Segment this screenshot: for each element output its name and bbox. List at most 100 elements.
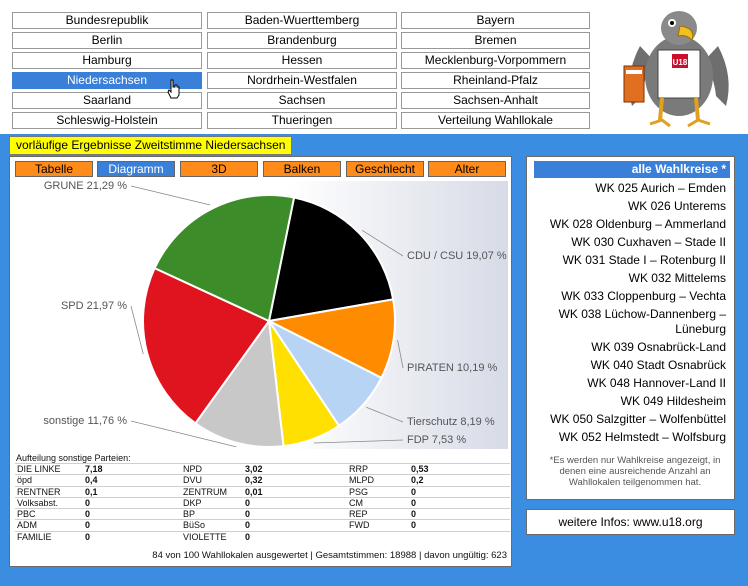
party-name: BüSo: [183, 520, 206, 531]
info-link[interactable]: weitere Infos: www.u18.org: [526, 509, 735, 535]
slice-label: CDU / CSU 19,07 %: [407, 250, 507, 262]
wahlkreis-link[interactable]: WK 025 Aurich – Emden: [595, 181, 726, 195]
party-value: 0: [411, 509, 417, 520]
nav-button[interactable]: Bremen: [401, 32, 590, 49]
nav-button[interactable]: Sachsen: [207, 92, 397, 109]
party-name: MLPD: [349, 475, 375, 486]
nav-button[interactable]: Niedersachsen: [12, 72, 202, 89]
results-panel: Tabelle Diagramm 3D Balken Geschlecht Alter C…: [9, 156, 512, 567]
leader-line: [361, 230, 404, 257]
party-name: ZENTRUM: [183, 486, 227, 497]
party-name: BP: [183, 509, 196, 520]
slice-label: sonstige 11,76 %: [43, 415, 127, 427]
table-row: Volksabst. 0 DKP 0 CM 0: [15, 496, 510, 508]
party-name: NPD: [183, 464, 203, 474]
nav-button[interactable]: Schleswig-Holstein: [12, 112, 202, 129]
nav-button[interactable]: Saarland: [12, 92, 202, 109]
nav-button[interactable]: Baden-Wuerttemberg: [207, 12, 397, 29]
leader-line: [130, 305, 144, 355]
nav-button[interactable]: Thueringen: [207, 112, 397, 129]
party-value: 0,1: [85, 486, 98, 497]
nav-button[interactable]: Bayern: [401, 12, 590, 29]
pie-chart: CDU / CSU 19,07 % PIRATEN 10,19 % Tierschu…: [15, 181, 508, 449]
wahlkreis-link[interactable]: WK 026 Unterems: [627, 199, 726, 213]
leader-line: [130, 185, 211, 206]
slice-label: FDP 7,53 %: [407, 434, 466, 446]
party-value: 0: [245, 497, 251, 508]
party-value: 0: [85, 531, 91, 542]
nav-button[interactable]: Nordrhein-Westfalen: [207, 72, 397, 89]
party-value: 0,2: [411, 475, 424, 486]
wahlkreis-link[interactable]: WK 030 Cuxhaven – Stade II: [571, 235, 726, 249]
pie-slice: [265, 298, 396, 380]
pie-chart-svg: CDU / CSU 19,07 % PIRATEN 10,19 % Tierschu…: [43, 181, 507, 448]
table-row: ADM 0 BüSo 0 FWD 0: [15, 519, 510, 530]
eagle-mascot-icon: U18: [623, 11, 729, 128]
others-table: DIE LINKE 7,18 NPD 3,02 RRP 0,53 öpd 0,4 DVU 0,32…: [15, 463, 510, 542]
wahlkreise-panel: alle Wahlkreise * WK 025 Aurich – Emden W…: [526, 156, 735, 500]
table-row: PBC 0 BP 0 REP 0: [15, 508, 510, 519]
table-row: DIE LINKE 7,18 NPD 3,02 RRP 0,53: [15, 463, 510, 474]
party-name: RRP: [349, 464, 369, 474]
party-name: PBC: [17, 509, 36, 520]
header-area: Bundesrepublik Baden-Wuerttemberg Bayern Be…: [0, 0, 748, 134]
tab-diagramm[interactable]: Diagramm: [97, 161, 175, 177]
table-row: RENTNER 0,1 ZENTRUM 0,01 PSG 0: [15, 485, 510, 497]
wahlkreis-link[interactable]: WK 038 Lüchow-Dannenberg –: [558, 307, 726, 321]
party-value: 3,02: [245, 464, 263, 474]
nav-button[interactable]: Hessen: [207, 52, 397, 69]
party-name: öpd: [17, 475, 33, 486]
tab-balken[interactable]: Balken: [263, 161, 341, 177]
party-name: DIE LINKE: [17, 464, 61, 474]
tab-alter[interactable]: Alter: [428, 161, 506, 177]
leader-line: [130, 420, 237, 448]
wahlkreis-link[interactable]: WK 050 Salzgitter – Wolfenbüttel: [550, 412, 726, 426]
party-value: 0: [245, 509, 251, 520]
party-name: ADM: [17, 520, 37, 531]
party-name: REP: [349, 509, 368, 520]
party-name: DVU: [183, 475, 203, 486]
pie-slice: [267, 196, 395, 323]
nav-button[interactable]: Sachsen-Anhalt: [401, 92, 590, 109]
tab-tabelle[interactable]: Tabelle: [15, 161, 93, 177]
party-value: 0: [411, 520, 417, 531]
wahlkreis-link[interactable]: WK 048 Hannover-Land II: [587, 376, 726, 390]
pie-slice: [153, 194, 296, 323]
party-value: 0: [85, 497, 91, 508]
nav-button[interactable]: Bundesrepublik: [12, 12, 202, 29]
party-value: 0: [245, 531, 251, 542]
table-row: FAMILIE 0 VIOLETTE 0: [15, 530, 510, 542]
tab-geschlecht[interactable]: Geschlecht: [346, 161, 424, 177]
party-name: Volksabst.: [17, 497, 59, 508]
wahlkreis-link[interactable]: WK 040 Stadt Osnabrück: [590, 358, 726, 372]
leader-line: [397, 340, 404, 369]
slice-label: PIRATEN 10,19 %: [407, 362, 497, 374]
wahlkreis-link[interactable]: WK 039 Osnabrück-Land: [591, 340, 726, 354]
wahlkreis-link[interactable]: WK 052 Helmstedt – Wolfsburg: [558, 430, 726, 444]
nav-button[interactable]: Berlin: [12, 32, 202, 49]
slice-label: Tierschutz 8,19 %: [407, 416, 495, 428]
party-name: CM: [349, 497, 363, 508]
wahlkreis-link[interactable]: WK 032 Mittelems: [628, 271, 726, 285]
party-name: DKP: [183, 497, 202, 508]
hand-cursor-icon: [167, 79, 180, 99]
leader-line: [313, 439, 404, 444]
nav-button[interactable]: Hamburg: [12, 52, 202, 69]
nav-button[interactable]: Rheinland-Pfalz: [401, 72, 590, 89]
nav-button[interactable]: Verteilung Wahllokale: [401, 112, 590, 129]
nav-button[interactable]: Brandenburg: [207, 32, 397, 49]
wahlkreis-link[interactable]: WK 031 Stade I – Rotenburg II: [562, 253, 726, 267]
slice-label: SPD 21,97 %: [61, 300, 127, 312]
slice-label: GRÜNE 21,29 %: [44, 181, 127, 192]
party-value: 0: [245, 520, 251, 531]
party-name: FWD: [349, 520, 370, 531]
nav-button[interactable]: Mecklenburg-Vorpommern: [401, 52, 590, 69]
wahlkreis-link[interactable]: WK 028 Oldenburg – Ammerland: [549, 217, 726, 231]
party-value: 0: [411, 497, 417, 508]
all-wahlkreise-button[interactable]: alle Wahlkreise *: [534, 161, 730, 178]
wahlkreis-link[interactable]: WK 049 Hildesheim: [620, 394, 726, 408]
tab-3d[interactable]: 3D: [180, 161, 258, 177]
party-value: 0,4: [85, 475, 98, 486]
wahlkreis-link[interactable]: WK 033 Cloppenburg – Vechta: [561, 289, 726, 303]
wahlkreis-link[interactable]: Lüneburg: [675, 322, 726, 336]
